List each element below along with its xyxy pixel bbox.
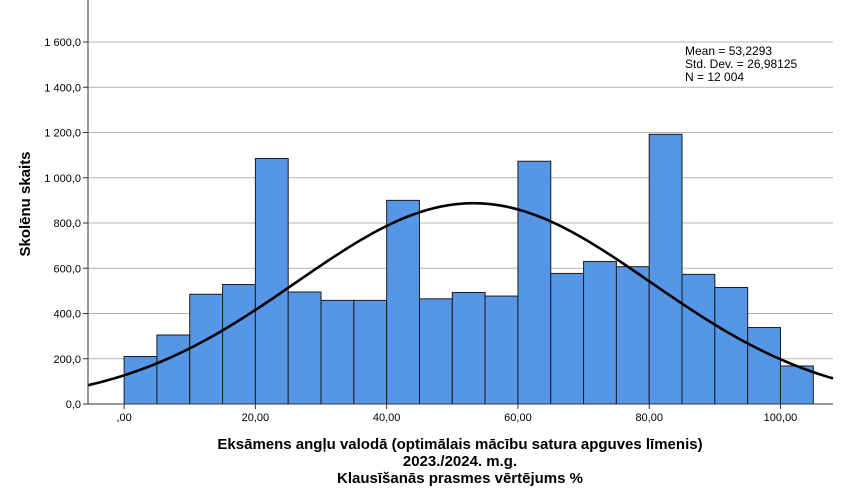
y-tick-label: 1 400,0 (44, 82, 81, 94)
y-tick-label: 200,0 (53, 354, 81, 366)
y-axis-label: Skolēnu skaits (17, 151, 34, 256)
histogram-bar (222, 284, 256, 405)
x-tick-label: 40,00 (373, 412, 401, 424)
bars (123, 133, 814, 405)
histogram-bar (320, 299, 355, 405)
histogram-bar (287, 291, 322, 405)
x-tick-labels: ,00 20,00 40,00 60,00 80,00 100,00 (116, 404, 797, 424)
stats-mean: Mean = 53,2293 (685, 44, 772, 58)
axes (87, 0, 833, 405)
histogram-bar (418, 298, 453, 405)
x-axis-label-line-1: Eksāmens angļu valodā (optimālais mācību… (217, 436, 702, 453)
histogram-bar (714, 286, 749, 405)
x-tick-label: 100,00 (764, 412, 798, 424)
histogram-bar (583, 260, 617, 405)
y-tick-label: 400,0 (53, 309, 81, 321)
y-tick-label: 800,0 (53, 218, 81, 230)
y-tick-label: 1 600,0 (44, 37, 81, 49)
histogram-bar (123, 355, 158, 405)
x-tick-label: 60,00 (504, 412, 532, 424)
histogram-bar (648, 133, 683, 405)
y-tick-labels: 0,0 200,0 400,0 600,0 800,0 1 000,0 1 200,0 1 4… (44, 37, 88, 411)
histogram-bar (615, 266, 650, 405)
x-axis-label-line-2: 2023./2024. m.g. (403, 453, 517, 470)
histogram-bar (451, 291, 486, 405)
histogram-bar (484, 295, 519, 405)
y-tick-label: 1 000,0 (44, 173, 81, 185)
histogram-bar (517, 160, 552, 405)
y-tick-label: 600,0 (53, 263, 81, 275)
x-axis-label-line-3: Klausīšanās prasmes vērtējums % (337, 470, 583, 487)
normal-curve (87, 201, 834, 387)
histogram-bar (681, 273, 716, 405)
histogram-bar (353, 299, 388, 405)
histogram-bar (386, 199, 420, 405)
histogram-bar (156, 334, 191, 405)
histogram-bar (254, 158, 289, 405)
y-tick-label: 0,0 (66, 399, 81, 411)
stats-std-dev: Std. Dev. = 26,98125 (685, 57, 798, 71)
x-tick-label: 80,00 (635, 412, 663, 424)
x-tick-label: 20,00 (242, 412, 270, 424)
stats-n: N = 12 004 (685, 70, 744, 84)
y-tick-label: 1 200,0 (44, 128, 81, 140)
histogram-bar (747, 327, 781, 405)
histogram-bar (779, 365, 814, 405)
histogram-bar (189, 293, 224, 405)
x-tick-label: ,00 (116, 412, 131, 424)
histogram-bar (550, 272, 585, 405)
